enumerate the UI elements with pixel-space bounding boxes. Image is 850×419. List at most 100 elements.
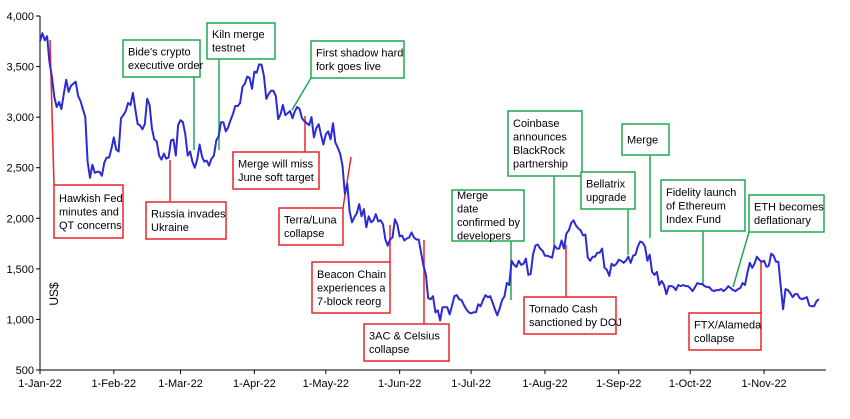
annotation-text: First shadow hard [316, 48, 403, 60]
annotation-text: Kiln merge [212, 29, 265, 41]
y-tick-label: 3,000 [6, 112, 34, 124]
annotation-box [621, 123, 670, 156]
annotation-text: Hawkish Fed [59, 193, 123, 205]
annotation-text: developers [457, 231, 511, 243]
annotation-text: ETH becomes [754, 202, 824, 214]
annotation-text: Tornado Cash [529, 304, 598, 316]
annotation-text: 3AC & Celsius [369, 331, 440, 343]
y-tick-label: 1,500 [6, 264, 34, 276]
annotation-box [451, 189, 525, 242]
annotation-box [206, 22, 276, 60]
x-tick-label: 1-Jun-22 [378, 378, 421, 390]
annotation-text: announces [513, 132, 567, 144]
annotation-box [523, 296, 617, 335]
annotation-text: Merge [627, 134, 658, 146]
annotation-text: upgrade [586, 192, 626, 204]
x-tick-label: 1-May-22 [303, 378, 349, 390]
annotation-text: date [457, 204, 478, 216]
x-tick-label: 1-Jan-22 [18, 378, 61, 390]
annotation-text: Beacon Chain [317, 269, 386, 281]
annotation-connectors [49, 39, 762, 324]
annotation-box [278, 207, 344, 246]
annotation-box [232, 151, 320, 190]
y-tick-label: 2,000 [6, 213, 34, 225]
x-tick-label: 1-Apr-22 [233, 378, 276, 390]
y-axis-label: US$ [47, 282, 61, 306]
price-series-line [39, 32, 820, 322]
annotation-text: Bellatrix [586, 179, 626, 191]
annotation-text: Russia invades [151, 209, 226, 221]
y-tick-label: 2,500 [6, 163, 34, 175]
y-tick-label: 3,500 [6, 62, 34, 74]
annotation-text: FTX/Alameda [694, 320, 762, 332]
annotation-box [363, 323, 450, 362]
annotation-text: Merge [457, 190, 488, 202]
annotation-text: minutes and [59, 206, 119, 218]
annotation-text: BlackRock [513, 145, 565, 157]
annotation-box [145, 201, 227, 240]
annotation-box [688, 312, 762, 351]
annotation-box [122, 39, 201, 78]
y-tick-label: 4,000 [6, 11, 34, 23]
x-tick-label: 1-Sep-22 [596, 378, 641, 390]
annotation-text: confirmed by [457, 217, 520, 229]
x-ticks: 1-Jan-22 1-Feb-22 1-Mar-22 1-Apr-22 1-May-22… [18, 370, 787, 390]
x-tick-label: 1-Oct-22 [669, 378, 712, 390]
x-tick-label: 1-Feb-22 [92, 378, 137, 390]
annotation-text: June soft target [238, 172, 314, 184]
annotation-text: Coinbase [513, 118, 559, 130]
annotation-box [580, 171, 636, 210]
annotation-text: testnet [212, 43, 245, 55]
annotation-text: Bide's crypto [128, 47, 191, 59]
annotation-text: executive order [128, 60, 204, 72]
annotation-connector [732, 231, 750, 288]
annotation-text: 7-block reorg [317, 296, 381, 308]
annotation-box [311, 261, 391, 314]
annotation-box [310, 40, 405, 79]
annotation-text: experiences a [317, 282, 386, 294]
annotation-text: sanctioned by DOJ [529, 317, 622, 329]
annotation-text: collapse [284, 228, 324, 240]
y-tick-label: 1,000 [6, 314, 34, 326]
annotation-box [507, 110, 583, 177]
annotation-box [660, 179, 746, 232]
annotation-text: of Ethereum [666, 200, 726, 212]
annotation-text: deflationary [754, 215, 811, 227]
x-tick-label: 1-Aug-22 [522, 378, 567, 390]
annotation-text: Ukraine [151, 222, 189, 234]
annotation-text: Fidelity launch [666, 187, 736, 199]
annotation-text: Terra/Luna [284, 215, 337, 227]
annotation-connector [342, 156, 352, 209]
annotation-text: partnership [513, 159, 568, 171]
annotation-text: collapse [694, 333, 734, 345]
y-ticks: 500 1,000 1,500 2,000 2,500 3,000 3,500 4,000 [6, 11, 40, 377]
annotation-box [748, 194, 825, 233]
annotation-text: collapse [369, 344, 409, 356]
x-tick-label: 1-Nov-22 [741, 378, 786, 390]
annotation-green: Merge [621, 123, 670, 156]
axes [39, 16, 826, 371]
annotation-text: QT concerns [59, 220, 122, 232]
x-tick-label: 1-Mar-22 [158, 378, 203, 390]
annotation-connector [291, 77, 312, 111]
annotation-green: Kiln merge testnet [206, 22, 276, 60]
annotation-box [53, 184, 124, 239]
annotation-connector [49, 39, 55, 186]
